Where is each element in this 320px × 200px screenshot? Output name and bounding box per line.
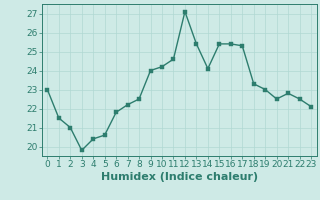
- X-axis label: Humidex (Indice chaleur): Humidex (Indice chaleur): [100, 172, 258, 182]
